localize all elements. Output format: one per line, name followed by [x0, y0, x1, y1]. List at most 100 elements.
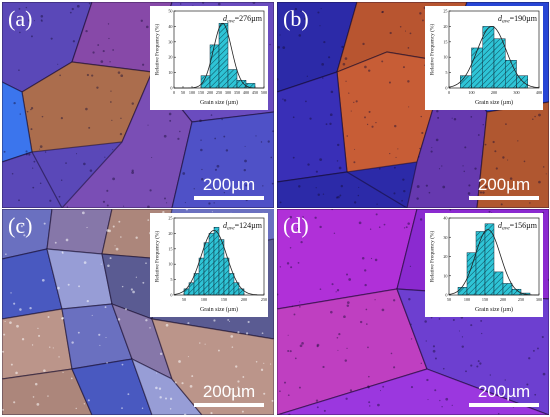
- precipitate-dot: [247, 320, 250, 324]
- x-tick-label: 250: [518, 297, 524, 302]
- precipitate-dot: [86, 226, 88, 229]
- precipitate-dot: [431, 147, 433, 149]
- precipitate-dot: [168, 112, 172, 116]
- precipitate-dot: [366, 323, 368, 325]
- grain: [2, 151, 63, 208]
- precipitate-dot: [331, 209, 334, 211]
- precipitate-dot: [181, 382, 184, 385]
- y-tick-label: 10: [443, 273, 447, 278]
- precipitate-dot: [41, 115, 44, 118]
- annotation-symbol: d: [498, 221, 503, 230]
- fit-curve: [448, 25, 540, 89]
- precipitate-dot: [434, 357, 437, 360]
- x-tick-label: 0: [173, 90, 175, 95]
- precipitate-dot: [336, 143, 340, 147]
- precipitate-dot: [86, 73, 89, 77]
- precipitate-dot: [346, 304, 350, 307]
- precipitate-dot: [494, 150, 497, 153]
- precipitate-dot: [378, 226, 381, 228]
- precipitate-dot: [272, 130, 274, 133]
- x-tick-label: 250: [216, 90, 222, 95]
- precipitate-dot: [65, 238, 69, 242]
- x-axis-label: Grain size (µm): [200, 99, 238, 106]
- precipitate-dot: [430, 150, 433, 153]
- precipitate-dot: [166, 202, 168, 204]
- precipitate-dot: [294, 7, 298, 11]
- precipitate-dot: [71, 7, 74, 11]
- precipitate-dot: [482, 191, 485, 194]
- precipitate-dot: [432, 349, 436, 353]
- precipitate-dot: [269, 43, 271, 46]
- precipitate-dot: [58, 195, 61, 198]
- precipitate-dot: [542, 166, 545, 168]
- precipitate-dot: [135, 276, 137, 278]
- precipitate-dot: [279, 201, 282, 204]
- precipitate-dot: [75, 407, 77, 410]
- precipitate-dot: [210, 114, 213, 116]
- precipitate-dot: [204, 343, 206, 345]
- x-tick-label: 150: [482, 297, 488, 302]
- precipitate-dot: [260, 141, 263, 143]
- precipitate-dot: [375, 213, 378, 216]
- y-tick-label: 0: [170, 86, 172, 91]
- x-tick-label: 0: [448, 90, 450, 95]
- precipitate-dot: [294, 357, 297, 360]
- precipitate-dot: [151, 156, 153, 159]
- precipitate-dot: [364, 269, 367, 272]
- grain: [277, 171, 409, 208]
- precipitate-dot: [441, 165, 443, 167]
- precipitate-dot: [2, 408, 5, 411]
- precipitate-dot: [255, 135, 257, 137]
- precipitate-dot: [410, 386, 414, 389]
- precipitate-dot: [336, 289, 340, 292]
- precipitate-dot: [189, 384, 193, 388]
- precipitate-dot: [358, 221, 362, 225]
- precipitate-dot: [282, 98, 284, 100]
- precipitate-dot: [271, 182, 274, 185]
- precipitate-dot: [463, 170, 465, 173]
- precipitate-dot: [421, 131, 424, 135]
- precipitate-dot: [451, 404, 453, 406]
- panel-label-c: (c): [8, 213, 33, 238]
- precipitate-dot: [296, 228, 299, 230]
- precipitate-dot: [31, 344, 34, 346]
- precipitate-dot: [66, 206, 69, 208]
- precipitate-dot: [481, 332, 483, 335]
- precipitate-dot: [201, 2, 205, 4]
- precipitate-dot: [279, 34, 281, 36]
- histogram-bar: [466, 252, 477, 296]
- precipitate-dot: [120, 74, 124, 78]
- precipitate-dot: [489, 374, 492, 376]
- precipitate-dot: [32, 167, 34, 169]
- precipitate-dot: [227, 318, 230, 321]
- precipitate-dot: [216, 164, 220, 168]
- precipitate-dot: [210, 412, 213, 415]
- precipitate-dot: [393, 166, 396, 169]
- precipitate-dot: [91, 314, 93, 316]
- precipitate-dot: [353, 161, 356, 164]
- scale-bar-line-b: [469, 196, 539, 200]
- precipitate-dot: [329, 113, 333, 117]
- precipitate-dot: [477, 360, 480, 363]
- precipitate-dot: [58, 356, 60, 358]
- precipitate-dot: [532, 349, 535, 352]
- precipitate-dot: [359, 320, 363, 324]
- precipitate-dot: [18, 199, 20, 202]
- precipitate-dot: [65, 162, 67, 164]
- precipitate-dot: [59, 74, 61, 77]
- precipitate-dot: [243, 168, 246, 172]
- histogram-bar: [516, 75, 528, 89]
- precipitate-dot: [83, 403, 86, 405]
- annotation-value: =156µm: [510, 221, 538, 230]
- precipitate-dot: [163, 134, 167, 138]
- precipitate-dot: [462, 165, 464, 167]
- x-tick-label: 50: [182, 297, 186, 302]
- precipitate-dot: [542, 372, 546, 376]
- precipitate-dot: [131, 171, 135, 175]
- precipitate-dot: [130, 288, 133, 291]
- precipitate-dot: [88, 2, 91, 5]
- histogram-bar: [203, 242, 210, 296]
- histogram-bar: [493, 271, 504, 296]
- precipitate-dot: [262, 185, 264, 187]
- y-tick-label: 30: [443, 235, 447, 240]
